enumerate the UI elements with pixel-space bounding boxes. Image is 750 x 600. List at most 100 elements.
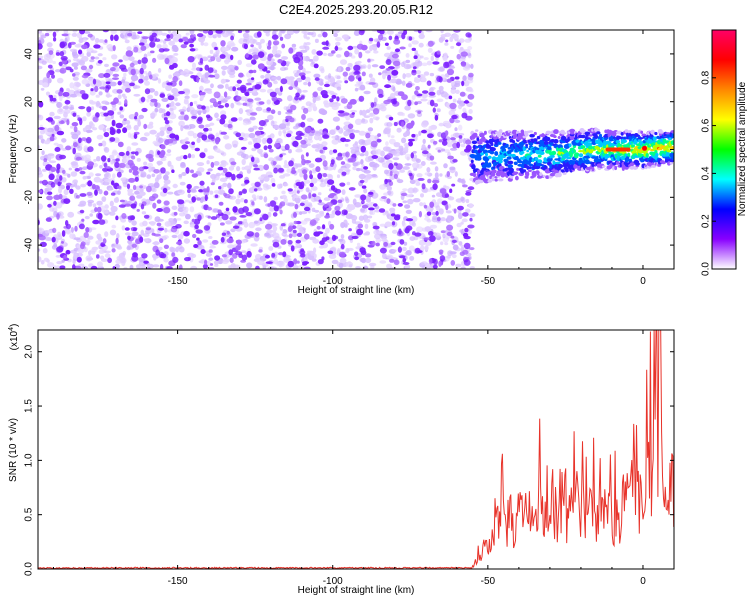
spectrogram-noise-peak [298,64,304,71]
spectrogram-noise-peak [199,180,205,186]
spectrogram-noise-peak [81,93,89,100]
spectrogram-noise-speck [121,79,126,84]
spectrogram-noise-peak [417,30,422,34]
spectrogram-noise-speck [372,163,380,168]
spectrogram-noise-peak [73,142,78,148]
spectrogram-noise-speck [467,46,473,50]
spectrogram-noise-peak [279,201,286,207]
spectrogram-noise-speck [358,215,364,221]
spectrogram-noise-peak [224,103,230,108]
spectrogram-noise-speck [405,209,412,214]
spectrogram-noise-peak [238,191,243,196]
spectrogram-noise-speck [78,202,87,207]
spectrogram-noise-speck [447,250,453,257]
spectrogram-noise-peak [438,249,444,254]
spectrogram-noise-speck [465,198,470,204]
spectrogram-noise-peak [441,140,448,146]
spectrogram-noise-speck [248,141,253,145]
spectrogram-noise-speck [282,129,287,134]
spectrogram-noise-peak [446,224,454,231]
spectrogram-noise-speck [224,162,229,166]
spectrogram-noise-speck [363,188,368,194]
spectrogram-noise-peak [432,264,438,269]
spectrogram-noise-speck [404,105,411,111]
spectrogram-noise-peak [357,77,362,82]
spectrogram-noise-peak [197,214,202,221]
spectrogram-noise-speck [153,240,159,246]
spectrogram-noise-peak [124,87,131,93]
spectrogram-noise-speck [54,69,61,73]
spectrogram-noise-speck [318,108,326,115]
spectrogram-noise-speck [389,138,396,145]
spectrogram-noise-peak [432,183,438,190]
spectrogram-noise-speck [152,140,158,145]
spectrogram-noise-peak [140,96,146,103]
spectrogram-noise-speck [429,87,434,93]
spectrogram-noise-speck [403,63,412,70]
spectrogram-signal-cell [627,152,631,157]
spectrogram-noise-peak [370,140,378,148]
spectrogram-noise-speck [276,75,282,81]
spectrogram-noise-speck [423,57,429,61]
spectrogram-signal-cell [480,171,484,176]
spectrogram-noise-peak [59,175,63,181]
spectrogram-noise-peak [279,209,283,215]
spectrogram-noise-speck [364,174,372,181]
spectrogram-noise-speck [329,90,335,95]
spectrogram-noise-peak [187,38,195,44]
spectrogram-noise-speck [373,50,379,54]
spectrogram-noise-peak [94,189,98,196]
spectrogram-noise-peak [79,193,87,197]
spectrogram-noise-peak [439,255,446,262]
spectrogram-noise-speck [153,255,157,261]
spectrogram-noise-peak [162,187,168,194]
spectrogram-noise-speck [116,233,120,239]
spectrogram-signal-cell [669,146,674,150]
spectrogram-noise-peak [208,74,216,78]
spectrogram-noise-peak [395,214,401,218]
spectrogram-noise-peak [434,114,439,121]
spectrogram-noise-peak [307,81,312,87]
spectrogram-noise-speck [370,210,376,216]
spectrogram-noise-speck [368,112,376,117]
spectrogram-noise-speck [52,131,58,135]
spectrogram-noise-peak [331,50,336,54]
spectrogram-noise-speck [420,193,424,198]
spectrogram-noise-peak [171,169,175,173]
spectrogram-noise-peak [454,76,460,80]
spectrogram-noise-peak [269,200,277,207]
spectrogram-noise-speck [367,215,373,219]
spectrogram-noise-speck [311,207,316,212]
spectrogram-noise-peak [47,203,52,208]
spectrogram-signal-cell [533,138,538,142]
spectrogram-noise-speck [344,37,349,42]
snr-y-axis-title: SNR (10 * v/v) [8,418,19,482]
snr-x-ticks: -150 -100 -50 0 [53,330,675,587]
spectrogram-noise-peak [92,78,97,85]
spectrogram-noise-speck [386,185,392,191]
spectrogram-noise-speck [143,161,148,166]
spectrogram-noise-peak [210,161,215,168]
spectrogram-noise-speck [286,30,294,36]
spectrogram-noise-peak [263,145,268,151]
spectrogram-noise-peak [185,141,190,145]
spectrogram-noise-speck [352,198,357,205]
spectrogram-noise-peak [221,254,227,258]
spectrogram-noise-peak [370,102,375,108]
spectrogram-noise-speck [333,32,338,38]
spectrogram-noise-speck [246,71,252,78]
spectrogram-noise-peak [38,43,43,50]
spectrogram-noise-speck [429,224,438,229]
spectrogram-noise-speck [356,60,362,64]
spectrogram-noise-speck [152,187,157,193]
spectrogram-noise-speck [356,161,361,165]
spectrogram-noise-peak [221,213,229,221]
spectrogram-noise-speck [426,60,433,66]
spectrogram-noise-speck [338,262,344,269]
spectrogram-noise-speck [87,235,94,240]
spectrogram-signal-cell [533,131,537,136]
spectrogram-noise-peak [309,170,313,176]
spectrogram-signal-cell [490,142,494,146]
spectrogram-noise-peak [191,141,196,146]
spectrogram-noise-speck [97,261,103,268]
